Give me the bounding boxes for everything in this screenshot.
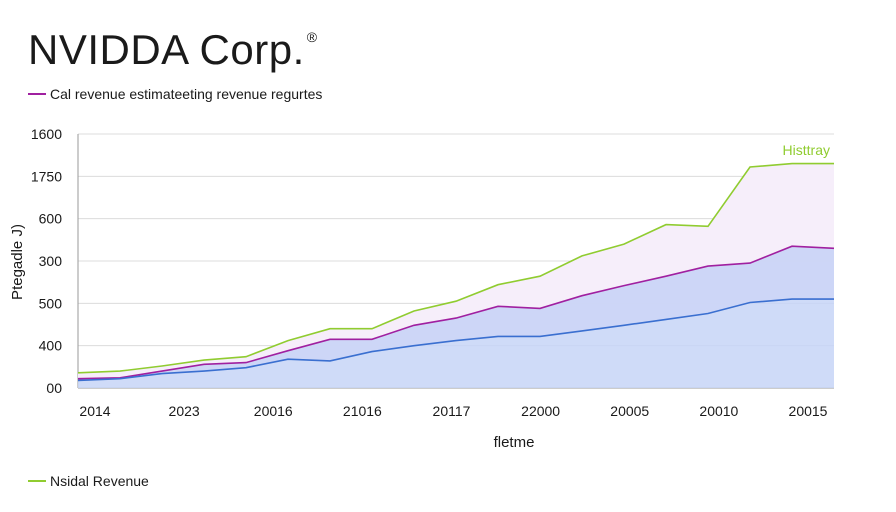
- legend-label-top: Cal revenue estimateeting revenue regurt…: [50, 86, 323, 102]
- registered-mark: ®: [306, 29, 318, 45]
- y-axis-label: Ptegadle J): [9, 224, 26, 300]
- series-line-green: [77, 162, 834, 374]
- x-tick-label: 2014: [79, 403, 110, 419]
- x-tick-label: 20117: [433, 403, 471, 419]
- annotation-history: Histtray: [783, 142, 830, 158]
- series-line-blue: [77, 298, 834, 382]
- legend-top: Cal revenue estimateeting revenue regurt…: [28, 86, 322, 102]
- y-tick-label: 600: [39, 211, 63, 227]
- legend-bottom: Nsidal Revenue: [28, 473, 149, 489]
- y-tick-label: 1750: [31, 168, 62, 184]
- x-tick-label: 22000: [521, 403, 560, 419]
- chart-title: NVIDDA Corp. ®: [28, 26, 318, 73]
- x-tick-label: 2023: [169, 403, 200, 419]
- y-tick-label: 500: [39, 295, 63, 311]
- x-tick-label: 21016: [343, 403, 382, 419]
- legend-label-bottom: Nsidal Revenue: [50, 473, 149, 489]
- x-tick-label: 20016: [254, 403, 293, 419]
- x-tick-label: 20015: [789, 403, 828, 419]
- y-tick-label: 1600: [31, 126, 62, 142]
- y-tick-label: 300: [39, 253, 63, 269]
- x-tick-label: 20010: [699, 403, 738, 419]
- x-axis-label: fletme: [494, 434, 535, 451]
- y-tick-label: 00: [46, 380, 62, 396]
- legend-swatch-magenta: [28, 93, 46, 95]
- x-tick-label: 20005: [610, 403, 649, 419]
- y-tick-label: 400: [39, 338, 63, 354]
- series-line-magenta: [77, 245, 835, 380]
- legend-swatch-green: [28, 480, 46, 482]
- area-green-band: [78, 163, 834, 379]
